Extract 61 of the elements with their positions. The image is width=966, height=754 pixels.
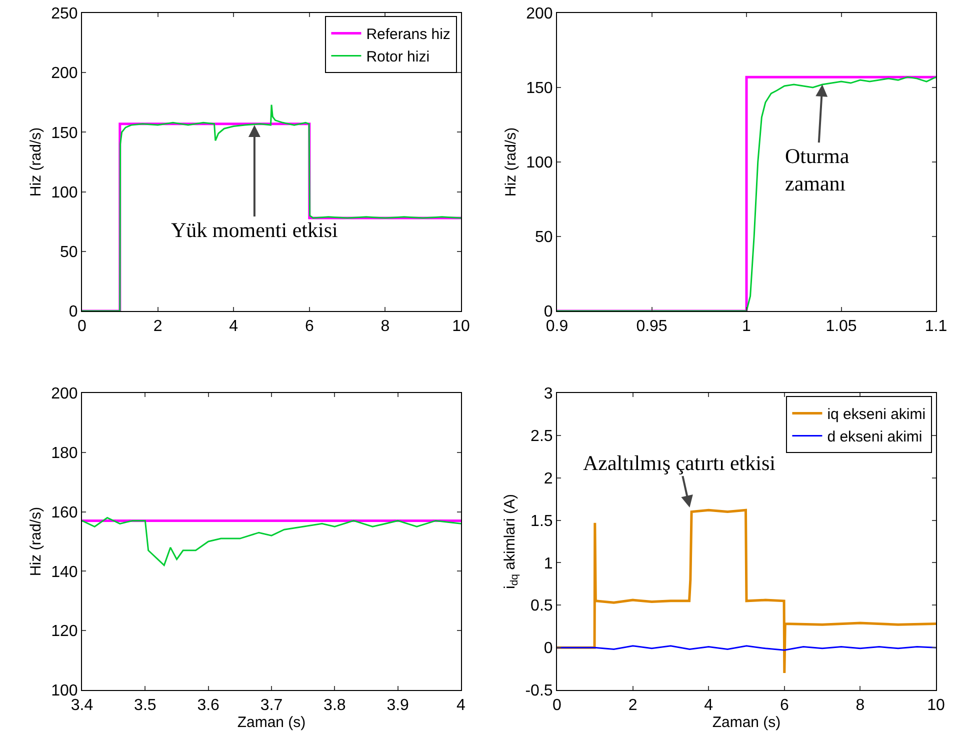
y-tick-label: 100 [51,184,78,202]
y-tick-label: 140 [51,564,78,581]
y-axis-title: Hiz (rad/s) [27,506,44,576]
x-tick-label: 4 [229,318,238,336]
x-tick-label: 0.95 [636,318,668,336]
x-tick-label: 2 [628,697,638,714]
x-tick-label: 4 [704,697,714,714]
y-tick-label: 50 [535,229,553,246]
x-axis-title: Zaman (s) [237,714,306,732]
y-tick-label: 120 [51,623,78,640]
x-tick-label: 3.5 [134,697,156,714]
y-tick-label: 150 [51,124,78,142]
x-axis-title: Zaman (s) [712,714,781,732]
x-tick-label: 3.4 [70,697,94,714]
x-tick-label: 4 [456,697,466,714]
x-tick-label: 1.05 [826,318,857,336]
y-tick-label: 2.5 [530,428,553,446]
y-tick-label: 150 [526,80,553,98]
y-tick-label: 1 [544,555,553,572]
x-tick-label: 3.8 [324,697,346,714]
y-tick-label: 3 [544,386,553,403]
legend-label: d ekseni akimi [827,428,922,446]
y-tick-label: 250 [51,6,78,23]
y-tick-label: -0.5 [525,682,553,700]
y-tick-label: 0.5 [530,598,553,615]
line-series [557,508,936,674]
y-tick-label: 0 [68,304,78,321]
x-tick-label: 1.1 [924,318,948,336]
x-tick-label: 1 [742,318,752,336]
x-tick-label: 8 [856,697,865,714]
x-tick-label: 3.6 [197,697,220,714]
y-tick-label: 200 [51,65,78,82]
y-tick-label: 1.5 [530,512,553,530]
y-tick-label: 200 [51,386,78,403]
y-tick-label: 0 [544,304,553,321]
x-tick-label: 10 [927,697,945,714]
x-tick-label: 3.7 [260,697,283,714]
y-tick-label: 160 [51,504,78,522]
legend-label: Rotor hizi [366,48,430,66]
x-tick-label: 2 [153,318,162,336]
y-tick-label: 0 [544,640,553,658]
legend-label: Referans hiz [366,26,450,44]
y-axis-title: Hiz (rad/s) [502,127,520,197]
y-tick-label: 100 [526,154,553,172]
legend-label: iq ekseni akimi [827,406,926,424]
x-tick-label: 0.9 [546,318,568,336]
x-tick-label: 6 [304,318,314,336]
x-tick-label: 6 [780,697,789,714]
y-axis-title: Hiz (rad/s) [27,127,44,197]
x-tick-label: 10 [452,318,470,336]
y-tick-label: 2 [544,470,553,488]
y-tick-label: 200 [526,6,553,23]
annotation: Azaltılmış çatırtı etkisi [583,451,776,475]
annotation: Yük momenti etkisi [171,218,338,242]
annotation: Oturma zamanı [785,144,850,196]
x-tick-label: 8 [380,318,390,336]
y-tick-label: 100 [51,682,78,700]
y-tick-label: 180 [51,445,78,462]
line-series [82,516,461,566]
y-tick-label: 50 [60,244,78,261]
x-tick-label: 3.9 [386,697,410,714]
